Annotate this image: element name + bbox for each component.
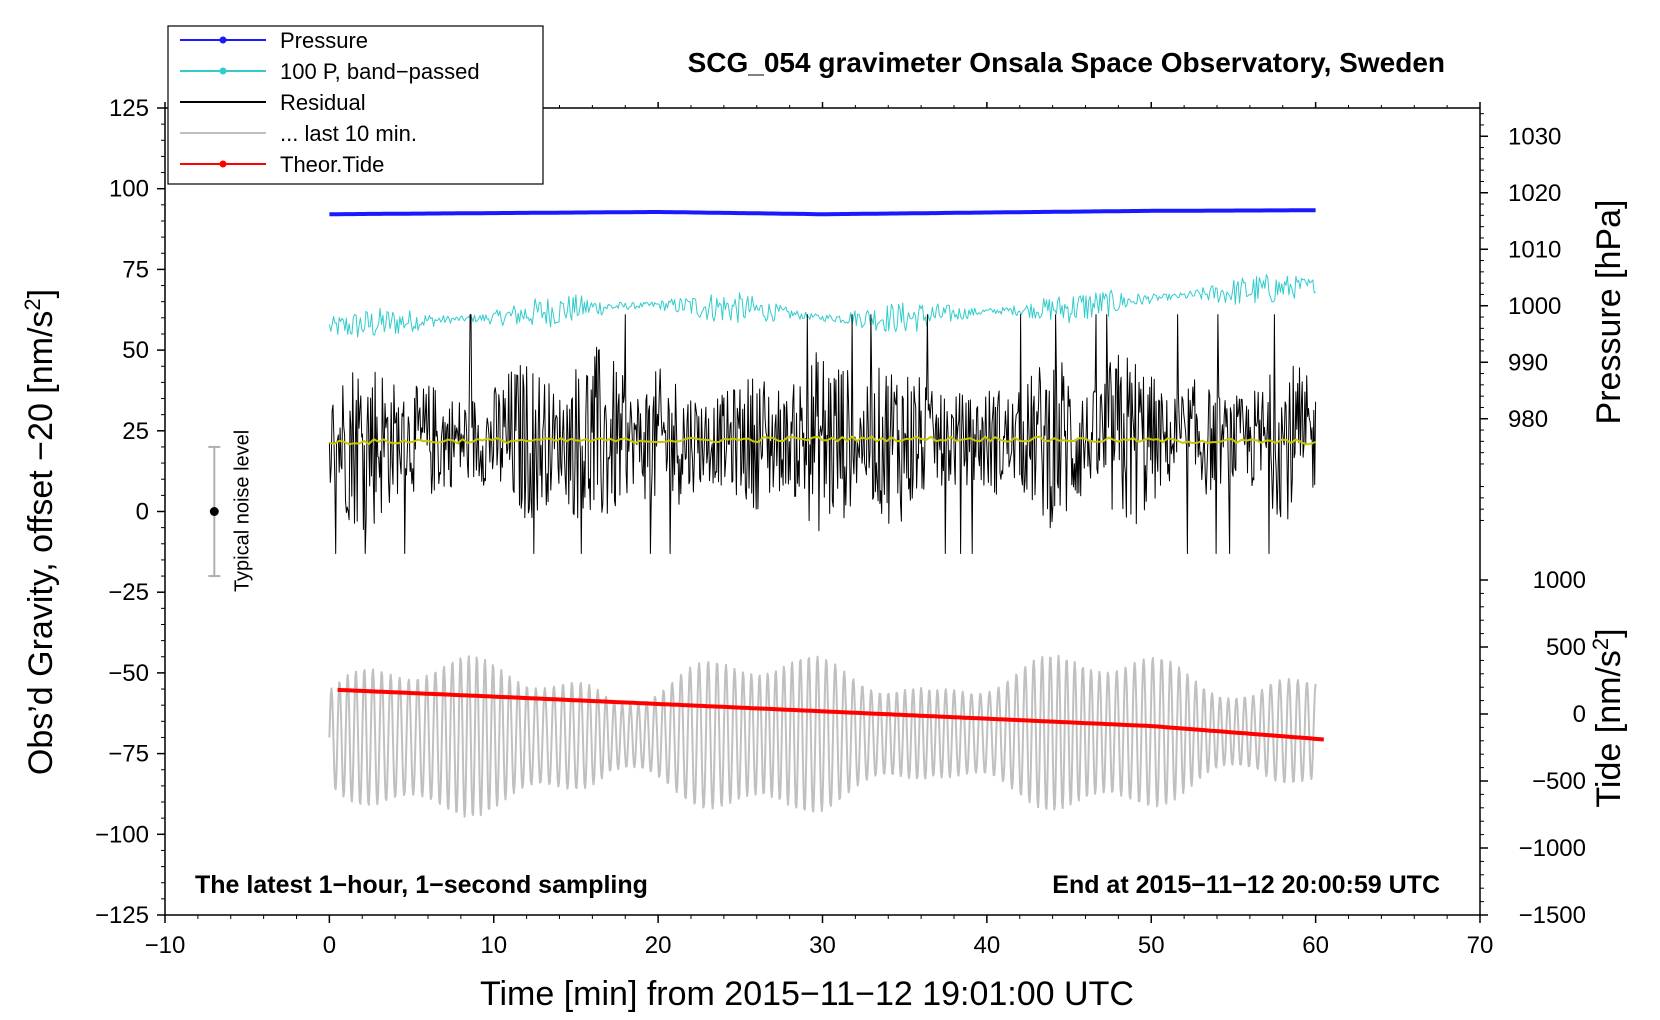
chart-title: SCG_054 gravimeter Onsala Space Observat…: [688, 47, 1445, 78]
x-tick-label: 70: [1467, 932, 1494, 959]
y-left-tick-label: 25: [122, 418, 149, 445]
y-tide-label-main: Tide [nm/s: [1590, 650, 1628, 807]
legend-label: ... last 10 min.: [280, 121, 417, 146]
legend-swatch-marker: [219, 67, 227, 75]
axes: −10 0 10 20 30 40 50 60 701251007550250−25−50−75…: [95, 95, 1586, 959]
series-line-3: [329, 435, 1316, 446]
x-tick-label: 20: [645, 932, 672, 959]
series-line-4: [328, 654, 1317, 818]
y-pressure-tick-label: 1010: [1508, 236, 1561, 263]
y-left-tick-label: 125: [109, 95, 149, 122]
legend: Pressure 100 P, band−passed Residual ... la…: [167, 25, 544, 185]
x-tick-label: 10: [480, 932, 507, 959]
series-line-2: [328, 314, 1317, 554]
x-tick-label: 50: [1138, 932, 1165, 959]
y-left-tick-label: 0: [136, 499, 149, 526]
y-axis-label-left: Obs’d Gravity, offset −20 [nm/s2]: [20, 289, 60, 775]
legend-label: Theor.Tide: [280, 152, 384, 177]
y-pressure-tick-label: 1020: [1508, 180, 1561, 207]
legend-swatch-marker: [219, 36, 227, 44]
y-tide-tick-label: −1000: [1519, 835, 1586, 862]
y-tide-label-sup: 2: [1588, 638, 1613, 650]
x-tick-label: 60: [1302, 932, 1329, 959]
y-tide-tick-label: 500: [1546, 634, 1586, 661]
noise-bar-label: Typical noise level: [231, 430, 253, 592]
y-tide-label-end: ]: [1590, 628, 1628, 637]
y-tide-tick-label: 1000: [1533, 567, 1586, 594]
series-line-1: [328, 274, 1316, 338]
y-pressure-tick-label: 1000: [1508, 293, 1561, 320]
y-left-tick-label: 50: [122, 337, 149, 364]
y-pressure-tick-label: 1030: [1508, 123, 1561, 150]
y-left-tick-label: −50: [108, 660, 149, 687]
legend-label: 100 P, band−passed: [280, 59, 480, 84]
y-left-tick-label: 100: [109, 176, 149, 203]
legend-label: Residual: [280, 90, 366, 115]
y-left-tick-label: 75: [122, 256, 149, 283]
x-axis-label: Time [min] from 2015−11−12 19:01:00 UTC: [480, 975, 1134, 1013]
y-axis-label-tide: Tide [nm/s2]: [1588, 628, 1628, 807]
legend-swatch-marker: [219, 160, 227, 168]
annotation-right: End at 2015−11−12 20:00:59 UTC: [1052, 871, 1440, 899]
legend-box: [167, 25, 544, 185]
y-left-label-main: Obs’d Gravity, offset −20 [nm/s: [22, 311, 60, 776]
y-left-tick-label: −125: [95, 902, 149, 929]
y-tide-tick-label: −500: [1532, 768, 1586, 795]
y-pressure-tick-label: 980: [1508, 406, 1548, 433]
annotation-left: The latest 1−hour, 1−second sampling: [195, 871, 648, 899]
series-line-5: [337, 687, 1324, 742]
y-left-tick-label: −100: [95, 821, 149, 848]
noise-bar-dot: [209, 507, 219, 516]
x-tick-label: 0: [323, 932, 336, 959]
legend-label: Pressure: [280, 28, 368, 53]
y-left-label-sup: 2: [20, 298, 45, 310]
y-pressure-tick-label: 990: [1508, 349, 1548, 376]
y-tide-tick-label: 0: [1573, 701, 1586, 728]
x-tick-label: 30: [809, 932, 836, 959]
x-tick-label: 40: [974, 932, 1001, 959]
data-layer: [328, 208, 1324, 818]
series-line-0: [329, 208, 1316, 217]
y-left-tick-label: −75: [108, 741, 149, 768]
y-tide-tick-label: −1500: [1519, 902, 1586, 929]
y-axis-label-pressure: Pressure [hPa]: [1590, 200, 1628, 425]
y-left-label-end: ]: [22, 289, 60, 298]
y-left-tick-label: −25: [108, 579, 149, 606]
noise-bar: [208, 445, 221, 578]
x-tick-label: −10: [145, 932, 186, 959]
